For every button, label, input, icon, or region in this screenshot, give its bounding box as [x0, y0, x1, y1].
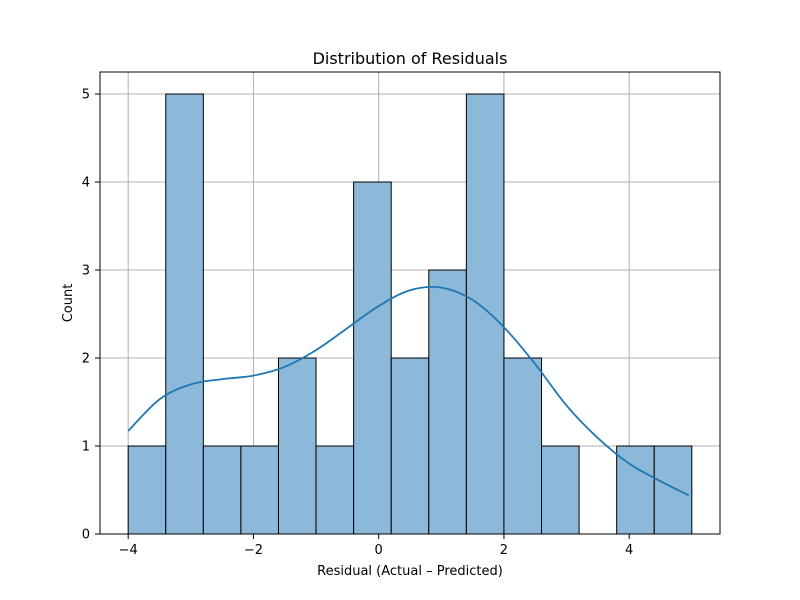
x-tick-label: 0: [375, 543, 383, 558]
histogram-bar: [202, 445, 242, 535]
histogram-bar: [390, 357, 430, 535]
chart-title: Distribution of Residuals: [313, 49, 508, 68]
histogram-bar: [165, 93, 204, 535]
kde-curve: [127, 285, 690, 497]
histogram-bar: [277, 357, 317, 535]
histogram-bar: [240, 445, 279, 535]
x-tick-label: −4: [119, 543, 138, 558]
y-axis-title: Count: [61, 284, 76, 323]
histogram-bar: [127, 445, 167, 535]
kde-layer: [127, 285, 690, 497]
y-tick-label: 1: [82, 440, 90, 455]
x-tick-label: 4: [625, 543, 633, 558]
y-tick-label: 2: [82, 352, 90, 367]
histogram-bar: [503, 357, 543, 535]
histogram-bar: [465, 93, 505, 535]
histogram-bar: [315, 445, 355, 535]
histogram-bar: [616, 445, 655, 535]
histogram-bar: [541, 445, 580, 535]
histogram-bar: [653, 445, 693, 535]
histogram-bar: [353, 181, 392, 535]
y-tick-label: 5: [82, 88, 90, 103]
y-tick-label: 0: [82, 528, 90, 543]
bars: [127, 93, 693, 535]
x-tick-label: −2: [244, 543, 263, 558]
axis-ticks: −4 −2 0 2 4 0 1 2 3 4 5: [82, 88, 634, 559]
y-tick-label: 3: [82, 264, 90, 279]
x-axis-title: Residual (Actual – Predicted): [317, 564, 503, 579]
x-tick-label: 2: [500, 543, 508, 558]
y-tick-label: 4: [82, 176, 90, 191]
plot-frame: [99, 71, 721, 535]
histogram-bar: [428, 269, 467, 535]
